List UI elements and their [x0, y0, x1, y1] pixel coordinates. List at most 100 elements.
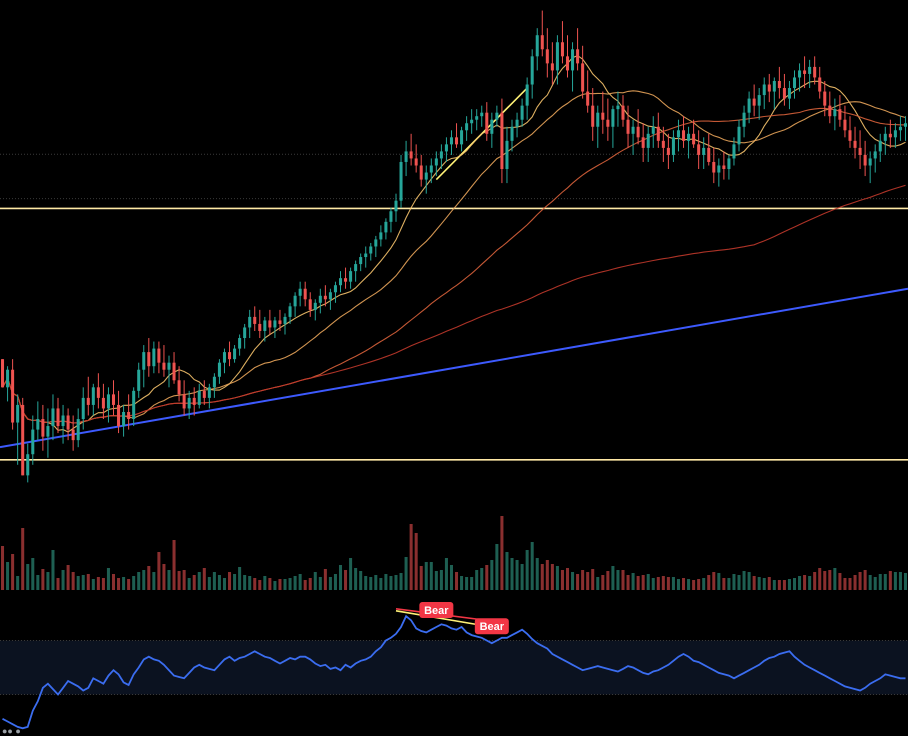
- candle: [702, 137, 706, 170]
- volume-bar: [409, 524, 413, 590]
- candle: [318, 288, 322, 314]
- candle-body: [384, 221, 388, 233]
- candle: [369, 242, 373, 261]
- candle: [752, 84, 756, 117]
- candle: [646, 126, 650, 162]
- candle: [424, 165, 428, 194]
- candle: [238, 334, 242, 356]
- candle: [470, 109, 474, 134]
- volume-bar: [808, 576, 812, 590]
- volume-bar: [631, 573, 635, 590]
- candle-body: [747, 98, 751, 113]
- volume-bar: [747, 572, 751, 590]
- volume-bar: [606, 571, 610, 590]
- candle-body: [641, 137, 645, 148]
- candle-body: [96, 387, 100, 398]
- volume-bar: [903, 573, 907, 590]
- candle-body: [560, 42, 564, 57]
- candle: [36, 401, 40, 441]
- volume-bar: [470, 577, 474, 590]
- candle: [288, 302, 292, 324]
- candle-body: [182, 394, 186, 409]
- candle-body: [6, 369, 10, 388]
- candle-body: [737, 126, 741, 145]
- volume-bar: [833, 568, 837, 590]
- horizontal-levels[interactable]: [0, 207, 908, 461]
- candle-body: [278, 320, 282, 324]
- candle: [606, 98, 610, 141]
- volume-bar: [848, 578, 852, 590]
- candle-body: [258, 323, 262, 331]
- candle-body: [444, 144, 448, 152]
- volume-bar: [122, 577, 126, 590]
- volume-bar: [217, 575, 221, 590]
- candle-body: [813, 66, 817, 78]
- candle-body: [767, 84, 771, 92]
- candle-body: [661, 140, 665, 148]
- candle-body: [298, 288, 302, 296]
- volume-bar: [298, 574, 302, 590]
- bear-badge-bg: [474, 618, 509, 635]
- grid-lines: [0, 153, 908, 695]
- candle-body: [157, 348, 161, 363]
- candle: [349, 267, 353, 289]
- volume-bar: [71, 572, 75, 590]
- candle-body: [722, 165, 726, 170]
- candle: [313, 299, 317, 321]
- candle-body: [828, 105, 832, 117]
- candle-body: [333, 285, 337, 293]
- candle-body: [1, 359, 5, 388]
- candle: [207, 383, 211, 409]
- candle-body: [626, 119, 630, 134]
- candle-body: [465, 123, 469, 131]
- volume-bar: [515, 560, 519, 590]
- candle: [510, 119, 514, 152]
- candle: [66, 408, 70, 441]
- volume-bar: [374, 575, 378, 590]
- candle-body: [212, 376, 216, 388]
- candle-body: [313, 302, 317, 310]
- candle: [379, 225, 383, 247]
- candle-body: [162, 362, 166, 370]
- volume-bar: [283, 579, 287, 590]
- volume-bar: [571, 572, 575, 590]
- candle-body: [460, 130, 464, 145]
- volume-bar: [823, 571, 827, 590]
- candle: [323, 285, 327, 307]
- volume-bars: [1, 516, 907, 590]
- candle: [86, 376, 90, 416]
- trendlines[interactable]: [0, 87, 908, 449]
- volume-bar: [651, 578, 655, 590]
- volume-bar: [550, 564, 554, 590]
- candle: [152, 341, 156, 374]
- candle-body: [137, 369, 141, 391]
- rsi-signals: Bear Bear: [419, 602, 509, 635]
- volume-bar: [21, 528, 25, 590]
- candle-body: [318, 295, 322, 303]
- candle: [157, 341, 161, 374]
- volume-bar: [798, 576, 802, 590]
- candle-body: [51, 408, 55, 427]
- candle-body: [41, 419, 45, 437]
- volume-bar: [581, 570, 585, 590]
- volume-bar: [666, 577, 670, 590]
- bear-badge-bg: [419, 602, 454, 618]
- volume-bar: [596, 577, 600, 590]
- candle: [505, 126, 509, 184]
- candle: [732, 137, 736, 166]
- candle-body: [419, 165, 423, 180]
- volume-bar: [671, 577, 675, 590]
- candle-body: [732, 144, 736, 159]
- candle-body: [167, 362, 171, 370]
- candle-body: [818, 77, 822, 92]
- volume-bar: [777, 580, 781, 590]
- candle: [192, 387, 196, 416]
- volume-bar: [732, 574, 736, 590]
- candle: [455, 123, 459, 148]
- candle: [233, 345, 237, 363]
- candle-body: [429, 165, 433, 173]
- candle-body: [656, 126, 660, 141]
- volume-bar: [389, 576, 393, 590]
